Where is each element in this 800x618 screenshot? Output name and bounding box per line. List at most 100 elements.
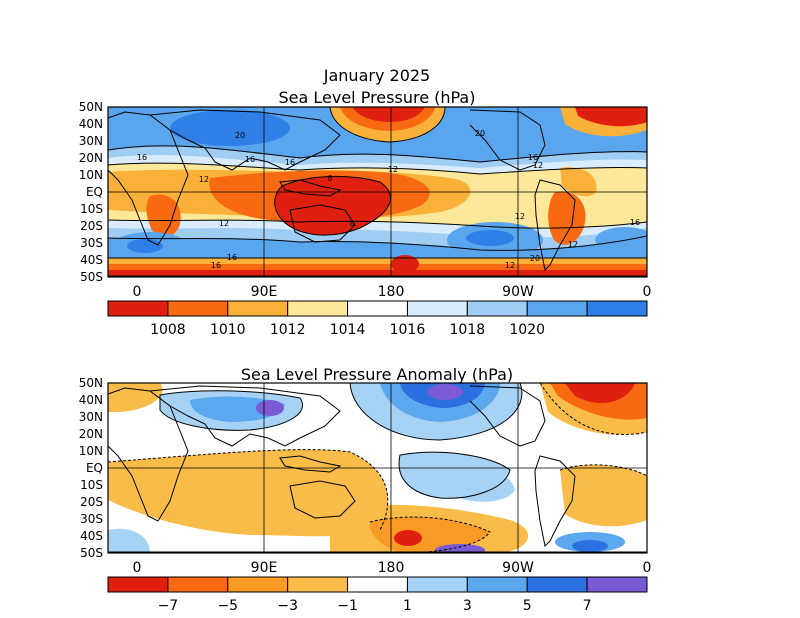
anom-contour-dashed-a — [108, 449, 389, 531]
anom-colorbar-swatch — [107, 576, 169, 593]
slp-low-core-australia — [274, 176, 391, 236]
slp-colorbar-swatch — [227, 300, 289, 317]
slp-low-aleutian-core — [352, 107, 425, 122]
slp-low-southamerica — [548, 191, 586, 245]
panel-anom-title: Sea Level Pressure Anomaly (hPa) — [241, 365, 513, 384]
panel-anom-lat-label: 50N — [79, 376, 103, 390]
slp-low-africa — [146, 194, 181, 238]
anom-colorbar-label: 1 — [403, 598, 412, 614]
panel-anom-lat-label: 10S — [80, 478, 103, 492]
slp-colorbar-swatch — [167, 300, 229, 317]
anom-neg-southern — [108, 528, 150, 553]
slp-contour-label: 16 — [285, 158, 295, 167]
slp-contour-label: 16 — [227, 253, 237, 262]
slp-colorbar-swatch — [406, 300, 468, 317]
panel-slp-lon-label: 90W — [502, 284, 534, 300]
slp-contour-label: 12 — [219, 219, 229, 228]
anom-contour-c — [398, 451, 511, 499]
anom-contour-b — [159, 390, 303, 431]
anom-colorbar-label: −5 — [217, 598, 238, 614]
slp-colorbar-swatch — [466, 300, 528, 317]
anom-colorbar-swatch — [167, 576, 229, 593]
panel-slp-lon-label: 90E — [251, 284, 278, 300]
panel-slp-lat-label: 40N — [79, 117, 103, 131]
slp-contour-label: 12 — [568, 240, 578, 249]
anom-neg-eastpacific — [440, 466, 515, 502]
land-outline — [534, 179, 576, 272]
slp-high-southatlantic — [595, 227, 647, 253]
slp-contour-label: 20 — [235, 131, 245, 140]
anom-colorbar: −7 −5 −3 −1 1 3 5 7 — [107, 576, 648, 614]
anom-colorbar-swatch — [287, 576, 349, 593]
slp-contour-label: 16 — [211, 261, 221, 270]
slp-contour-label: 16 — [245, 155, 255, 164]
panel-anom-lat-label: EQ — [86, 461, 103, 475]
slp-contour-label: 12 — [515, 212, 525, 221]
land-outline — [107, 387, 189, 522]
panel-anom-lat-label: 40N — [79, 393, 103, 407]
anom-colorbar-swatch — [466, 576, 528, 593]
anom-colorbar-swatch — [347, 576, 408, 593]
land-outline — [534, 455, 576, 548]
anom-colorbar-swatch — [406, 576, 468, 593]
land-outline — [469, 385, 546, 447]
panel-slp-lat-label: 20S — [80, 219, 103, 233]
slp-high-southindian-core — [127, 239, 163, 253]
anom-neg-asia-core — [256, 400, 284, 416]
slp-colorbar-label: 1008 — [150, 322, 186, 338]
land-outline — [289, 480, 356, 519]
slp-colorbar-label: 1010 — [210, 322, 246, 338]
slp-high-siberian — [170, 110, 290, 146]
slp-contour-label: 12 — [199, 175, 209, 184]
panel-slp-lon-label: 0 — [643, 284, 652, 300]
slp-colorbar-swatch — [347, 300, 408, 317]
slp-contour-label: 12 — [388, 165, 398, 174]
anom-colorbar-swatch — [586, 576, 648, 593]
anom-contour-dashed-d — [559, 464, 647, 477]
slp-colorbar-label: 1018 — [450, 322, 486, 338]
slp-contour-label: 16 — [528, 153, 538, 162]
anom-pos-southpacific-core — [394, 530, 422, 546]
slp-contour-d — [108, 235, 647, 251]
slp-low-icelandic-core — [575, 107, 647, 127]
slp-southern-band-3 — [108, 270, 647, 277]
slp-contour-label: 20 — [530, 254, 540, 263]
anom-contour-dashed-c — [539, 383, 647, 435]
land-outline — [107, 111, 189, 246]
panel-slp-lat-label: 30N — [79, 134, 103, 148]
panel-anom-lon-label: 0 — [643, 560, 652, 576]
slp-colorbar-label: 1012 — [270, 322, 306, 338]
anom-pos-northwest — [108, 383, 163, 412]
slp-colorbar: 1008 1010 1012 1014 1016 1018 1020 — [107, 300, 648, 338]
slp-contour-b — [108, 162, 647, 175]
slp-contour-label: 16 — [630, 218, 640, 227]
anom-colorbar-label: 7 — [583, 598, 592, 614]
land-outline — [149, 109, 341, 171]
slp-contour-label: 12 — [533, 161, 543, 170]
anom-colorbar-label: −7 — [158, 598, 179, 614]
anom-colorbar-swatch — [526, 576, 588, 593]
slp-colorbar-label: 1020 — [509, 322, 545, 338]
slp-colorbar-swatch — [107, 300, 169, 317]
panel-anom-lat-label: 30S — [80, 512, 103, 526]
axis-labels: 50N 40N 30N 20N 10N EQ 10S 20S 30S 40S 50S 0 90E 180 9… — [79, 100, 652, 576]
panel-slp-lat-label: 50S — [80, 270, 103, 284]
slp-colorbar-label: 1014 — [330, 322, 366, 338]
anom-pos-atlantic — [560, 464, 647, 527]
slp-contour-e — [274, 175, 391, 236]
slp-contour-label: 12 — [505, 261, 515, 270]
slp-contour-label: 16 — [137, 153, 147, 162]
panel-slp-lat-label: 10N — [79, 168, 103, 182]
slp-colorbar-label: 1016 — [390, 322, 426, 338]
slp-contour-c — [108, 219, 647, 229]
panel-anom-lon-label: 90W — [502, 560, 534, 576]
panel-anom-lat-label: 40S — [80, 529, 103, 543]
slp-low-southpacific-cell — [391, 255, 419, 273]
panel-slp-lat-label: 50N — [79, 100, 103, 114]
panel-slp-lat-label: 20N — [79, 151, 103, 165]
anom-neg-northpacific-peak — [427, 384, 463, 400]
slp-contour-label: 8 — [349, 219, 354, 228]
anom-colorbar-label: 5 — [523, 598, 532, 614]
panel-slp-lon-label: 0 — [133, 284, 142, 300]
